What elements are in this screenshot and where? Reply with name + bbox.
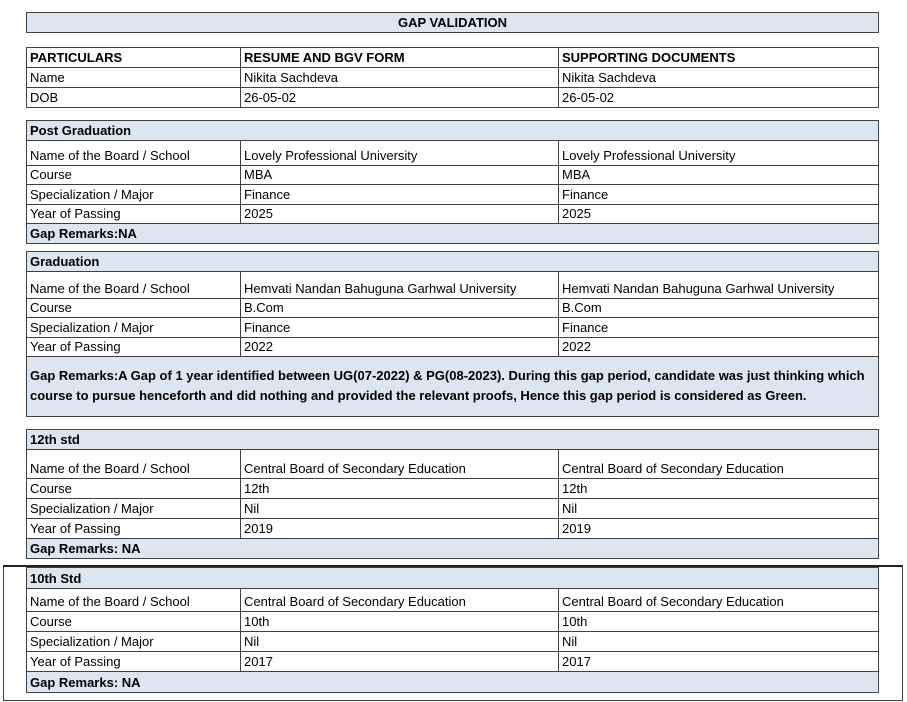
table-cell: Central Board of Secondary Education xyxy=(558,449,879,479)
table-cell: Hemvati Nandan Bahuguna Garhwal Universi… xyxy=(558,271,879,299)
table-cell: Year of Passing xyxy=(26,204,241,224)
table-cell: Year of Passing xyxy=(26,337,241,357)
gap-remarks: Gap Remarks:A Gap of 1 year identified b… xyxy=(26,356,879,417)
table-cell: Specialization / Major xyxy=(26,631,241,652)
column-header: RESUME AND BGV FORM xyxy=(240,47,559,68)
table-cell: Name of the Board / School xyxy=(26,588,241,612)
table-cell: Finance xyxy=(558,317,879,338)
table-cell: Name of the Board / School xyxy=(26,449,241,479)
table-cell: Finance xyxy=(240,317,559,338)
table-cell: Hemvati Nandan Bahuguna Garhwal Universi… xyxy=(240,271,559,299)
column-header: PARTICULARS xyxy=(26,47,241,68)
table-cell: Nikita Sachdeva xyxy=(240,67,559,88)
table-cell: Year of Passing xyxy=(26,518,241,539)
gap-remarks: Gap Remarks:NA xyxy=(26,223,879,244)
table-cell: Lovely Professional University xyxy=(558,140,879,166)
table-cell: 12th xyxy=(240,478,559,499)
table-cell: 26-05-02 xyxy=(558,87,879,108)
table-cell: B.Com xyxy=(558,298,879,318)
table-cell: 2022 xyxy=(240,337,559,357)
table-cell: DOB xyxy=(26,87,241,108)
column-header: SUPPORTING DOCUMENTS xyxy=(558,47,879,68)
table-cell: 2025 xyxy=(558,204,879,224)
table-cell: Name of the Board / School xyxy=(26,140,241,166)
table-cell: Specialization / Major xyxy=(26,317,241,338)
section-title: 10th Std xyxy=(26,567,879,589)
table-cell: Central Board of Secondary Education xyxy=(240,449,559,479)
table-cell: Nikita Sachdeva xyxy=(558,67,879,88)
table-cell: Specialization / Major xyxy=(26,498,241,519)
table-cell: MBA xyxy=(558,165,879,185)
table-cell: Central Board of Secondary Education xyxy=(558,588,879,612)
section-title: Post Graduation xyxy=(26,120,879,141)
table-cell: B.Com xyxy=(240,298,559,318)
table-cell: Finance xyxy=(558,184,879,205)
gap-remarks: Gap Remarks: NA xyxy=(26,538,879,559)
table-cell: Lovely Professional University xyxy=(240,140,559,166)
table-cell: Nil xyxy=(240,498,559,519)
table-cell: Nil xyxy=(558,631,879,652)
table-cell: 2019 xyxy=(558,518,879,539)
table-cell: 10th xyxy=(240,611,559,632)
table-cell: Specialization / Major xyxy=(26,184,241,205)
table-cell: Name xyxy=(26,67,241,88)
table-cell: Course xyxy=(26,611,241,632)
table-cell: Course xyxy=(26,165,241,185)
table-cell: 26-05-02 xyxy=(240,87,559,108)
table-cell: 2017 xyxy=(240,651,559,672)
table-cell: Central Board of Secondary Education xyxy=(240,588,559,612)
table-cell: Year of Passing xyxy=(26,651,241,672)
table-cell: Finance xyxy=(240,184,559,205)
table-cell: Course xyxy=(26,298,241,318)
table-cell: MBA xyxy=(240,165,559,185)
table-cell: 2019 xyxy=(240,518,559,539)
table-cell: Name of the Board / School xyxy=(26,271,241,299)
table-cell: 12th xyxy=(558,478,879,499)
table-cell: 2022 xyxy=(558,337,879,357)
section-frame xyxy=(3,565,903,701)
table-cell: 2017 xyxy=(558,651,879,672)
table-cell: 2025 xyxy=(240,204,559,224)
page-title: GAP VALIDATION xyxy=(26,12,879,33)
section-title: 12th std xyxy=(26,429,879,450)
table-cell: Nil xyxy=(558,498,879,519)
gap-remarks: Gap Remarks: NA xyxy=(26,671,879,693)
section-title: Graduation xyxy=(26,251,879,272)
table-cell: Course xyxy=(26,478,241,499)
table-cell: 10th xyxy=(558,611,879,632)
table-cell: Nil xyxy=(240,631,559,652)
